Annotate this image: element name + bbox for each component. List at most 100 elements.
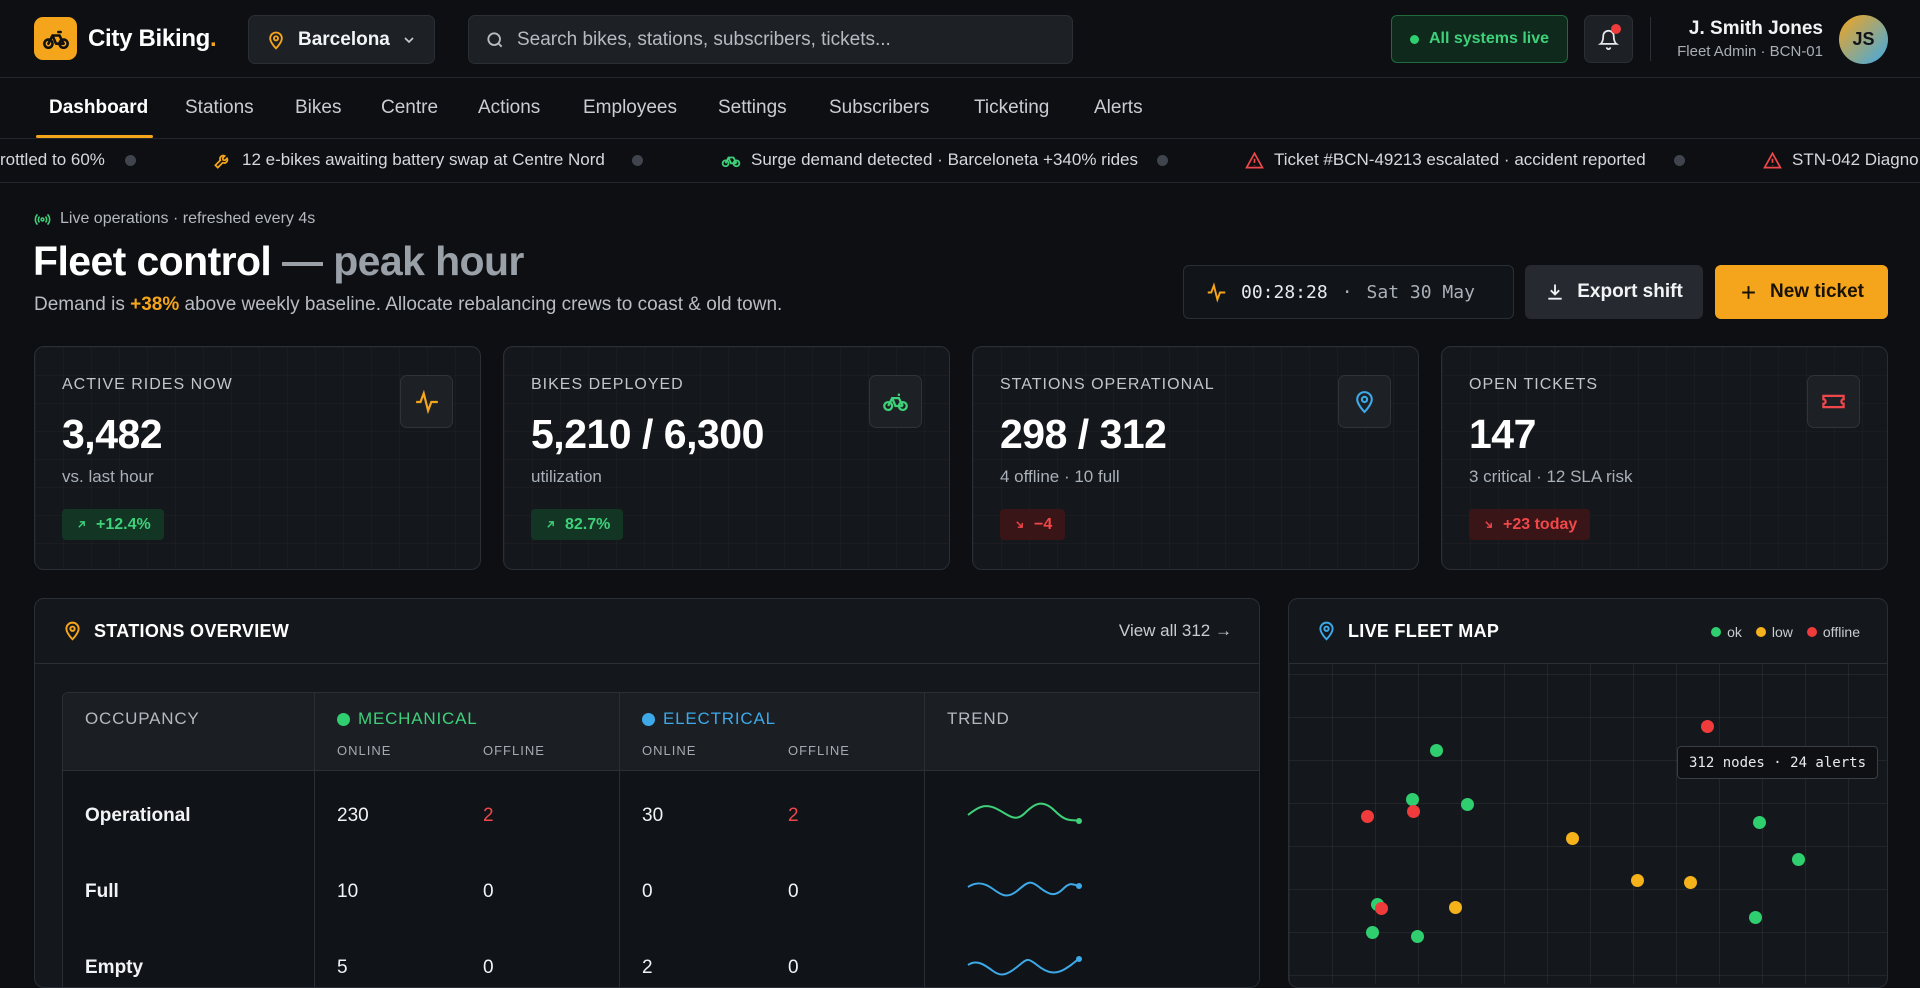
map-canvas[interactable]: 312 nodes · 24 alerts: [1289, 664, 1887, 984]
map-node-ok[interactable]: [1430, 744, 1443, 757]
ticker-item[interactable]: STN-042 Diagno: [1763, 150, 1919, 170]
top-bar: City Biking. Barcelona All systems live …: [0, 0, 1920, 78]
row-label-operational: Operational: [85, 805, 191, 826]
plus-icon: [1742, 285, 1755, 299]
table-header: [63, 693, 1259, 771]
kpi-stations-operational[interactable]: STATIONS OPERATIONAL 298 / 312 4 offline…: [972, 346, 1419, 570]
logo-bike-icon[interactable]: [34, 17, 77, 60]
ticker-item[interactable]: rottled to 60%: [0, 150, 105, 169]
row-label-empty: Empty: [85, 957, 144, 978]
tab-alerts[interactable]: Alerts: [1094, 97, 1143, 118]
cell-mech-online: 5: [337, 957, 348, 978]
map-node-offline[interactable]: [1375, 902, 1388, 915]
arrow-down-right-icon: [1016, 521, 1023, 528]
bell-icon: [1598, 29, 1619, 50]
city-label: Barcelona: [298, 28, 390, 50]
wrench-icon: [214, 154, 229, 169]
ticker-item[interactable]: 12 e-bikes awaiting battery swap at Cent…: [213, 150, 605, 170]
cell-elec-online: 0: [642, 881, 653, 902]
legend-offline[interactable]: offline: [1806, 624, 1860, 640]
map-pin-icon: [1338, 375, 1391, 428]
new-ticket-button[interactable]: New ticket: [1715, 265, 1888, 319]
alert-ticker: rottled to 60% 12 e-bikes awaiting batte…: [0, 139, 1920, 183]
map-pin-icon: [65, 621, 80, 641]
column-divider: [924, 693, 925, 987]
kpi-trend-chip: +23 today: [1469, 509, 1591, 540]
map-node-offline[interactable]: [1361, 810, 1374, 823]
kpi-value: 298 / 312: [1000, 411, 1167, 457]
cell-mech-online: 10: [337, 881, 359, 902]
notifications-button[interactable]: [1584, 15, 1633, 63]
kpi-value: 5,210 / 6,300: [531, 411, 764, 457]
cell-mech-offline: 0: [483, 957, 494, 978]
ticker-item[interactable]: Ticket #BCN-49213 escalated · accident r…: [1245, 150, 1646, 170]
kpi-bikes-deployed[interactable]: BIKES DEPLOYED 5,210 / 6,300 utilization…: [503, 346, 950, 570]
map-node-ok[interactable]: [1411, 930, 1424, 943]
map-pin-icon: [269, 31, 283, 50]
tab-ticketing[interactable]: Ticketing: [974, 97, 1050, 118]
map-node-ok[interactable]: [1461, 798, 1474, 811]
kpi-label: STATIONS OPERATIONAL: [1000, 376, 1215, 393]
kpi-active-rides[interactable]: ACTIVE RIDES NOW 3,482 vs. last hour +12…: [34, 346, 481, 570]
broadcast-icon: [34, 213, 51, 225]
col-mechanical[interactable]: MECHANICAL: [337, 709, 477, 729]
tab-actions[interactable]: Actions: [478, 97, 541, 118]
map-pin-icon: [1319, 621, 1334, 641]
map-node-offline[interactable]: [1407, 805, 1420, 818]
avatar[interactable]: JS: [1839, 15, 1888, 64]
map-node-ok[interactable]: [1366, 926, 1379, 939]
ticker-item[interactable]: Surge demand detected · Barceloneta +340…: [721, 150, 1138, 170]
search-input[interactable]: [517, 28, 1057, 51]
map-node-ok[interactable]: [1749, 911, 1762, 924]
export-shift-button[interactable]: Export shift: [1525, 265, 1703, 319]
col-occupancy[interactable]: OCCUPANCY: [85, 709, 200, 728]
map-node-low[interactable]: [1631, 874, 1644, 887]
col-trend[interactable]: TREND: [947, 709, 1010, 728]
shift-clock: 00:28:28 · Sat 30 May: [1183, 265, 1514, 319]
map-node-ok[interactable]: [1406, 793, 1419, 806]
map-node-ok[interactable]: [1792, 853, 1805, 866]
arrow-down-right-icon: [1485, 521, 1492, 528]
logo-text[interactable]: City Biking.: [88, 25, 217, 52]
map-node-low[interactable]: [1566, 832, 1579, 845]
ticket-icon: [1807, 375, 1860, 428]
tab-subscribers[interactable]: Subscribers: [829, 97, 930, 118]
map-node-ok[interactable]: [1753, 816, 1766, 829]
map-node-offline[interactable]: [1701, 720, 1714, 733]
tab-centre[interactable]: Centre: [381, 97, 439, 118]
bike-icon: [869, 375, 922, 428]
kpi-subtext: 4 offline · 10 full: [1000, 467, 1120, 486]
system-status-label: All systems live: [1428, 30, 1550, 47]
legend-ok[interactable]: ok: [1711, 624, 1742, 640]
tab-dashboard[interactable]: Dashboard: [49, 97, 149, 118]
kpi-subtext: 3 critical · 12 SLA risk: [1469, 467, 1633, 486]
map-node-low[interactable]: [1449, 901, 1462, 914]
kpi-trend-chip: +12.4%: [62, 509, 164, 540]
tab-stations[interactable]: Stations: [185, 97, 254, 118]
warning-icon: [1763, 151, 1782, 168]
kpi-label: ACTIVE RIDES NOW: [62, 376, 233, 393]
warning-icon: [1245, 151, 1264, 168]
tab-employees[interactable]: Employees: [583, 97, 677, 118]
panel-title: STATIONS OVERVIEW: [94, 621, 290, 641]
city-selector[interactable]: Barcelona: [248, 15, 435, 64]
pulse-icon: [1207, 281, 1226, 303]
view-all-link[interactable]: View all 312 →: [1118, 621, 1232, 640]
map-node-low[interactable]: [1684, 876, 1697, 889]
bike-icon: [721, 156, 741, 168]
trend-sparkline: [967, 802, 1082, 824]
col-electrical[interactable]: ELECTRICAL: [642, 709, 776, 729]
subcol-elec-offline: OFFLINE: [788, 743, 850, 758]
tab-settings[interactable]: Settings: [718, 97, 787, 118]
arrow-up-right-icon: [547, 521, 554, 528]
cell-elec-online: 2: [642, 957, 653, 978]
cell-elec-offline: 0: [788, 881, 799, 902]
kpi-open-tickets[interactable]: OPEN TICKETS 147 3 critical · 12 SLA ris…: [1441, 346, 1888, 570]
search-bar: [468, 15, 1073, 64]
legend-low[interactable]: low: [1755, 624, 1793, 640]
stations-overview-panel: STATIONS OVERVIEW View all 312 → OCCUPAN…: [34, 598, 1260, 988]
tab-bikes[interactable]: Bikes: [295, 97, 342, 118]
system-status-badge[interactable]: All systems live: [1391, 15, 1568, 63]
panel-title: LIVE FLEET MAP: [1348, 621, 1500, 641]
panel-header: STATIONS OVERVIEW View all 312 →: [35, 599, 1259, 664]
